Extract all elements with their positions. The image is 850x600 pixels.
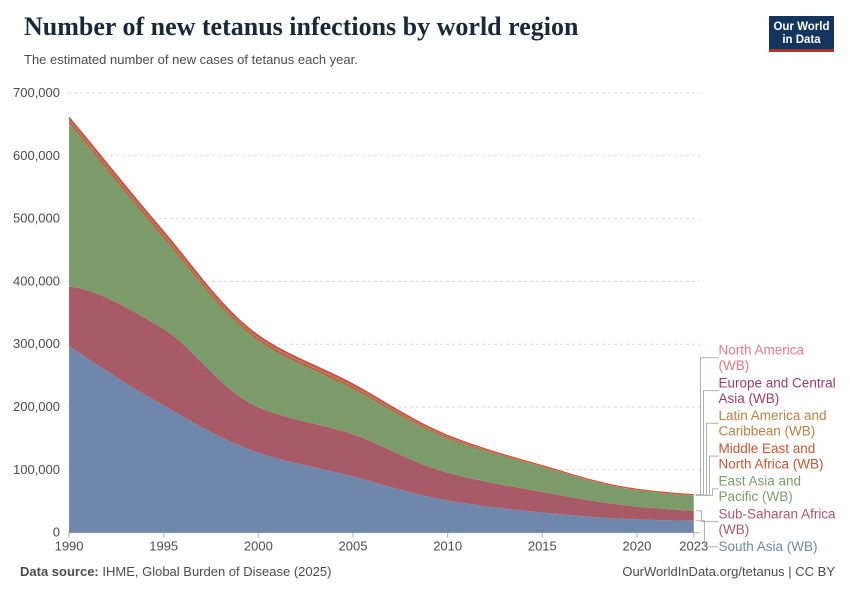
- svg-text:500,000: 500,000: [13, 211, 60, 226]
- svg-text:Europe and Central: Europe and Central: [719, 375, 836, 390]
- svg-text:Sub-Saharan Africa: Sub-Saharan Africa: [719, 506, 837, 521]
- svg-text:300,000: 300,000: [13, 336, 60, 351]
- svg-text:Pacific (WB): Pacific (WB): [719, 489, 793, 504]
- svg-text:2015: 2015: [528, 539, 557, 554]
- svg-text:700,000: 700,000: [13, 85, 60, 100]
- svg-text:400,000: 400,000: [13, 273, 60, 288]
- svg-text:Middle East and: Middle East and: [719, 441, 816, 456]
- svg-text:0: 0: [53, 525, 60, 540]
- svg-text:East Asia and: East Asia and: [719, 474, 802, 489]
- svg-text:(WB): (WB): [719, 522, 750, 537]
- svg-text:OurWorldInData.org/tetanus | C: OurWorldInData.org/tetanus | CC BY: [622, 564, 835, 579]
- svg-text:Caribbean (WB): Caribbean (WB): [719, 424, 816, 439]
- svg-text:2023: 2023: [679, 539, 708, 554]
- svg-text:North America: North America: [719, 343, 805, 358]
- svg-text:1995: 1995: [149, 539, 178, 554]
- svg-text:2000: 2000: [244, 539, 273, 554]
- svg-text:200,000: 200,000: [13, 399, 60, 414]
- svg-text:North Africa (WB): North Africa (WB): [719, 456, 824, 471]
- svg-text:South Asia (WB): South Asia (WB): [719, 539, 818, 554]
- svg-text:Asia (WB): Asia (WB): [719, 391, 780, 406]
- svg-text:2010: 2010: [433, 539, 462, 554]
- svg-text:Latin America and: Latin America and: [719, 408, 827, 423]
- svg-text:Data source: IHME, Global Burd: Data source: IHME, Global Burden of Dise…: [20, 564, 331, 579]
- svg-text:100,000: 100,000: [13, 462, 60, 477]
- svg-text:2005: 2005: [339, 539, 368, 554]
- svg-text:2020: 2020: [622, 539, 651, 554]
- svg-text:1990: 1990: [55, 539, 84, 554]
- svg-text:600,000: 600,000: [13, 148, 60, 163]
- svg-text:(WB): (WB): [719, 358, 750, 373]
